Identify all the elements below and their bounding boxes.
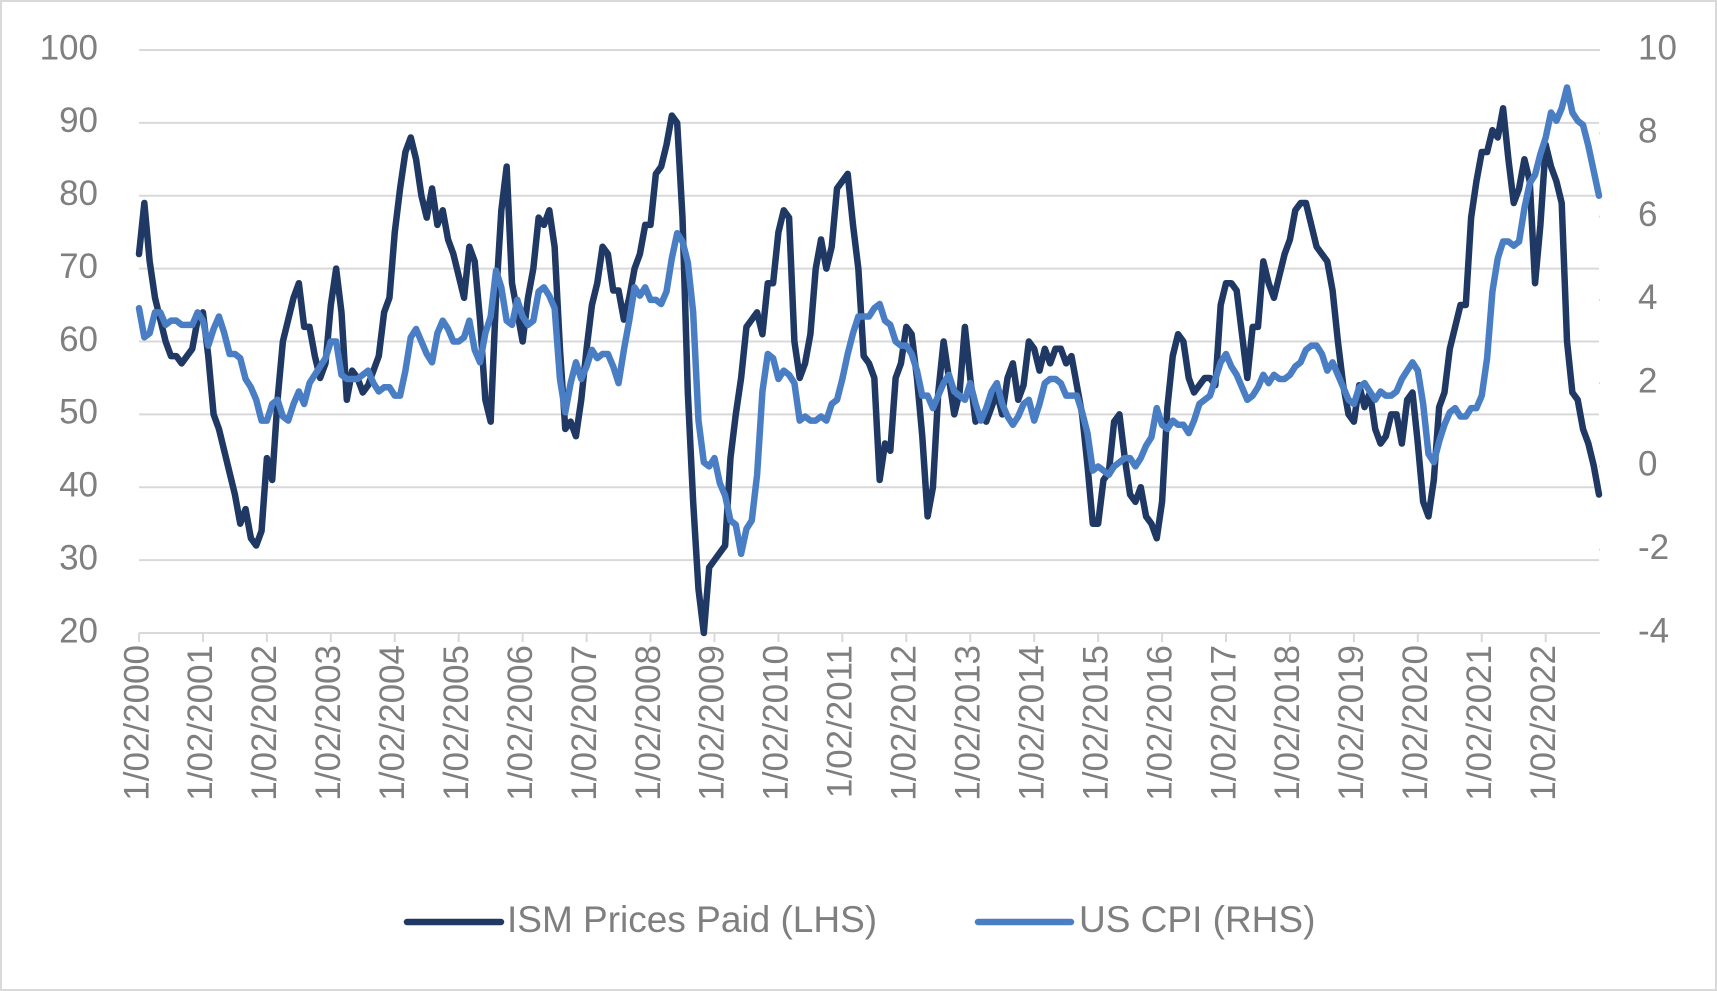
- series-line: [135, 105, 1603, 637]
- legend-label: ISM Prices Paid (LHS): [507, 899, 877, 940]
- y-tick-label: 70: [59, 247, 98, 286]
- x-tick-label: 1/02/2011: [821, 645, 860, 798]
- legend-label: US CPI (RHS): [1079, 899, 1315, 940]
- x-tick-label: 1/02/2008: [629, 645, 668, 801]
- y2-tick-label: 0: [1638, 445, 1657, 484]
- x-tick-label: 1/02/2019: [1332, 645, 1371, 801]
- y2-tick-label: 2: [1638, 361, 1657, 400]
- y2-tick-label: 6: [1638, 195, 1657, 234]
- x-tick-label: 1/02/2018: [1268, 645, 1307, 801]
- x-tick-label: 1/02/2000: [117, 645, 156, 801]
- x-tick-label: 1/02/2015: [1076, 645, 1115, 801]
- y-tick-label: 50: [59, 393, 98, 432]
- x-tick-label: 1/02/2006: [501, 645, 540, 801]
- x-tick-label: 1/02/2004: [373, 645, 412, 801]
- y2-tick-label: -2: [1638, 528, 1669, 567]
- series-line: [135, 84, 1603, 558]
- y2-tick-label: 4: [1638, 278, 1657, 317]
- y-tick-label: 90: [59, 101, 98, 140]
- x-tick-label: 1/02/2017: [1204, 645, 1243, 801]
- y-tick-label: 60: [59, 320, 98, 359]
- y2-tick-label: 8: [1638, 112, 1657, 151]
- x-tick-label: 1/02/2020: [1396, 645, 1435, 801]
- x-tick-label: 1/02/2014: [1012, 645, 1051, 801]
- x-tick-label: 1/02/2016: [1140, 645, 1179, 801]
- x-tick-label: 1/02/2013: [948, 645, 987, 801]
- x-tick-label: 1/02/2009: [693, 645, 732, 801]
- y-tick-label: 30: [59, 538, 98, 577]
- y2-tick-label: 10: [1638, 28, 1677, 67]
- x-tick-label: 1/02/2012: [885, 645, 924, 801]
- x-tick-label: 1/02/2021: [1460, 645, 1499, 801]
- y2-tick-label: -4: [1638, 611, 1669, 650]
- x-tick-label: 1/02/2005: [437, 645, 476, 801]
- x-tick-label: 1/02/2022: [1524, 645, 1563, 801]
- x-tick-label: 1/02/2002: [245, 645, 284, 801]
- y-tick-label: 20: [59, 611, 98, 650]
- x-tick-label: 1/02/2001: [181, 645, 220, 801]
- y-tick-label: 40: [59, 466, 98, 505]
- y-tick-label: 100: [40, 28, 98, 67]
- x-tick-label: 1/02/2007: [565, 645, 604, 801]
- x-tick-label: 1/02/2003: [309, 645, 348, 801]
- x-tick-label: 1/02/2010: [757, 645, 796, 801]
- y-tick-label: 80: [59, 174, 98, 213]
